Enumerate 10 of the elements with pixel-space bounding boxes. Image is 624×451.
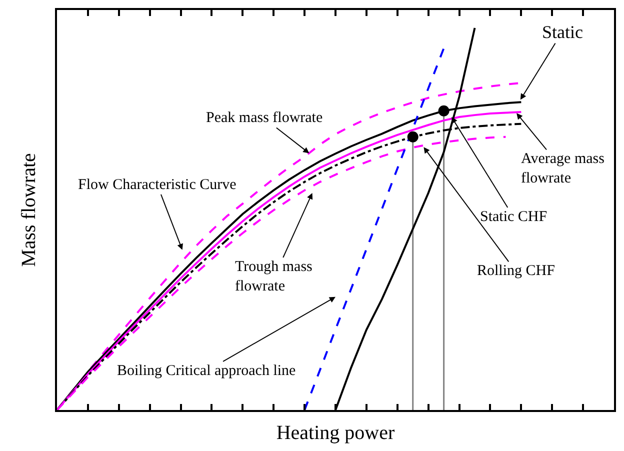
- annotation: Rolling CHF: [477, 263, 555, 279]
- x-axis-title: Heating power: [276, 422, 395, 444]
- annotation: Average mass flowrate: [521, 151, 605, 186]
- annotation: Trough mass flowrate: [235, 259, 313, 294]
- annotation: Peak mass flowrate: [206, 110, 323, 126]
- y-axis-title: Mass flowrate: [18, 152, 40, 267]
- annotation: Static CHF: [480, 209, 548, 225]
- annotation: Static: [542, 22, 584, 42]
- annotation: Flow Characteristic Curve: [78, 177, 237, 193]
- annotation: Boiling Critical approach line: [117, 363, 296, 379]
